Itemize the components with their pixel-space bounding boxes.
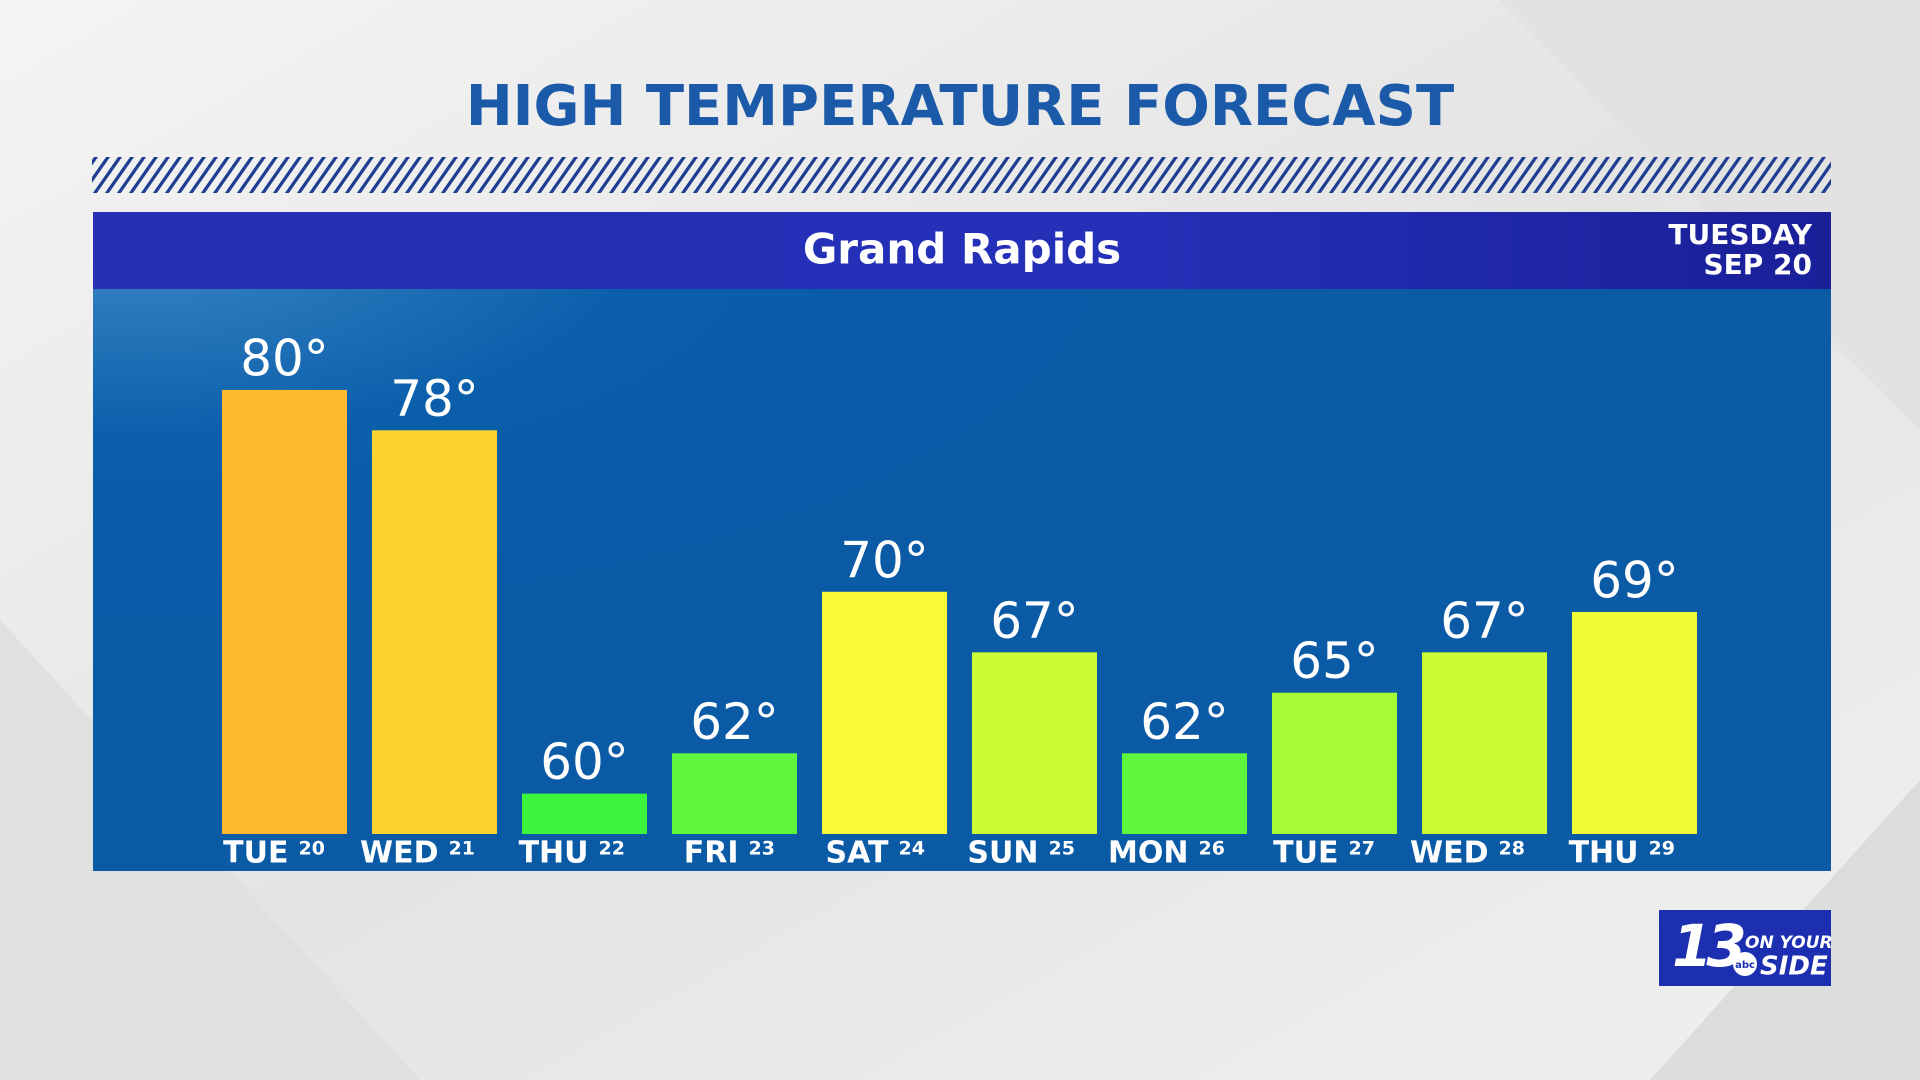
day-label: WED	[1410, 836, 1489, 871]
day-label: SUN	[967, 836, 1038, 871]
value-label: 62°	[690, 693, 779, 751]
bar	[1572, 611, 1697, 834]
value-label: 70°	[840, 531, 929, 589]
date-label: 21	[449, 838, 475, 860]
bar	[822, 591, 947, 834]
bar	[1122, 753, 1247, 834]
date-label: 28	[1499, 838, 1525, 860]
date-label: 26	[1199, 838, 1225, 860]
logo-line1: ON YOUR	[1745, 933, 1833, 953]
logo-network: abc	[1735, 960, 1755, 971]
chart-title: HIGH TEMPERATURE FORECAST	[466, 74, 1454, 139]
logo-line2: SIDE	[1760, 952, 1828, 982]
date-label: 29	[1649, 838, 1675, 860]
location: Grand Rapids	[803, 225, 1121, 274]
value-label: 67°	[1440, 592, 1529, 650]
day-label: THU	[1569, 836, 1639, 871]
day-label: THU	[519, 836, 589, 871]
stripe-band	[92, 157, 1831, 193]
logo: 13 abc ON YOUR SIDE	[1659, 910, 1833, 986]
day-label: WED	[360, 836, 439, 871]
bar	[522, 793, 647, 834]
date-label: 23	[749, 838, 775, 860]
bar	[222, 389, 347, 834]
date-day: TUESDAY	[1668, 218, 1812, 251]
date-month: SEP 20	[1703, 248, 1812, 281]
value-label: 65°	[1290, 632, 1379, 690]
value-label: 78°	[390, 370, 479, 428]
date-label: 25	[1049, 838, 1075, 860]
bar	[1422, 652, 1547, 834]
value-label: 69°	[1590, 551, 1679, 609]
value-label: 62°	[1140, 693, 1229, 751]
bar	[972, 652, 1097, 834]
date-label: 22	[599, 838, 625, 860]
bar	[672, 753, 797, 834]
day-label: TUE	[1273, 836, 1338, 871]
chart-panel	[93, 212, 1831, 871]
logo-circle	[1733, 952, 1757, 976]
value-label: 67°	[990, 592, 1079, 650]
header-band	[93, 212, 1831, 289]
date-label: 24	[899, 838, 925, 860]
value-label: 60°	[540, 733, 629, 791]
bar	[1272, 692, 1397, 834]
bar	[372, 430, 497, 834]
date-label: 20	[299, 838, 325, 860]
day-label: FRI	[684, 836, 739, 871]
date-label: 27	[1349, 838, 1375, 860]
value-label: 80°	[240, 329, 329, 387]
day-label: SAT	[826, 836, 889, 871]
day-label: MON	[1108, 836, 1188, 871]
day-label: TUE	[223, 836, 288, 871]
logo-number: 13	[1672, 912, 1743, 980]
